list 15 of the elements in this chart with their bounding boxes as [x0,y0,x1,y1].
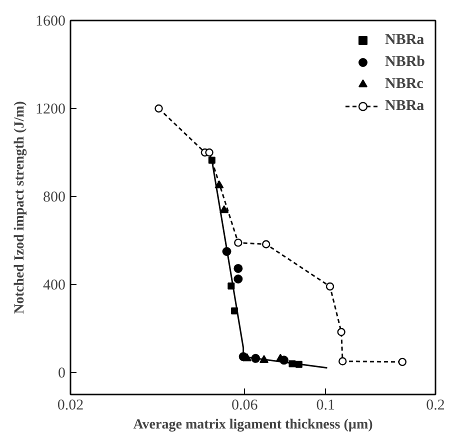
legend-label: NBRc [384,76,424,92]
x-tick-label: 0.02 [57,398,84,414]
x-tick-label: 0.2 [426,398,445,414]
y-tick-label: 800 [43,190,66,206]
y-tick-label: 0 [58,366,66,382]
x-axis-title: Average matrix ligament thickness (µm) [133,418,374,432]
y-axis-title: Notched Izod impact strength (J/m) [12,100,28,314]
y-tick-label: 400 [43,278,66,294]
y-tick-label: 1200 [36,102,66,118]
x-tick-label: 0.06 [232,398,258,414]
y-tick-label: 1600 [36,14,66,30]
x-tick-label: 0.1 [316,398,335,414]
legend-label: NBRa [384,98,424,114]
legend-label: NBRb [384,54,425,70]
legend-label: NBRa [384,32,424,48]
